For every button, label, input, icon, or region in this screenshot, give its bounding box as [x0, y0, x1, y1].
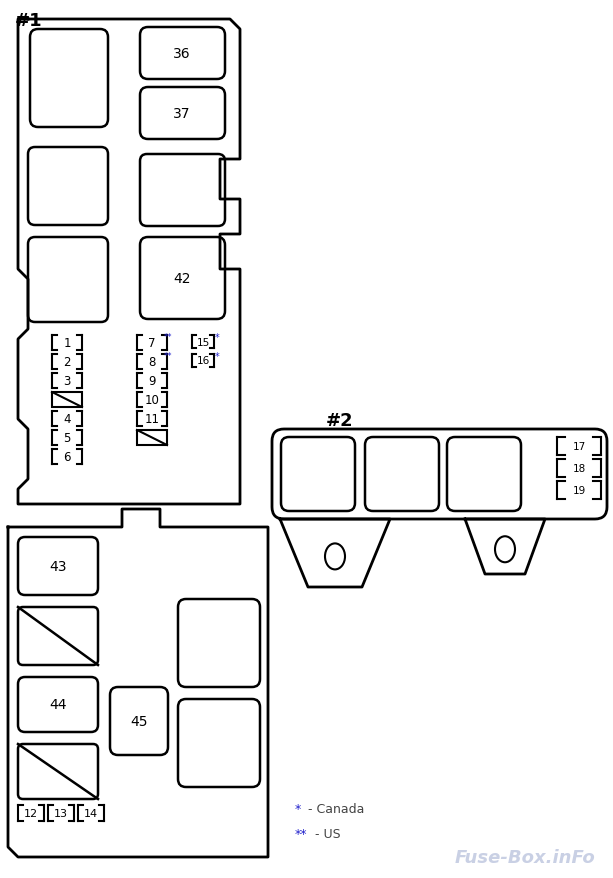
FancyBboxPatch shape — [18, 608, 98, 666]
Bar — [52, 392, 82, 407]
FancyBboxPatch shape — [140, 88, 225, 140]
FancyBboxPatch shape — [178, 600, 260, 687]
Text: 8: 8 — [148, 356, 156, 369]
Text: 14: 14 — [84, 808, 98, 818]
FancyBboxPatch shape — [18, 677, 98, 732]
Text: 15: 15 — [196, 337, 210, 347]
Text: 10: 10 — [145, 393, 159, 407]
Text: 18: 18 — [573, 464, 585, 473]
Ellipse shape — [325, 543, 345, 570]
FancyBboxPatch shape — [18, 537, 98, 595]
Text: 19: 19 — [573, 486, 585, 495]
FancyBboxPatch shape — [447, 437, 521, 511]
Text: #1: #1 — [15, 12, 43, 30]
Text: 4: 4 — [63, 413, 70, 426]
Text: 16: 16 — [196, 356, 210, 366]
Text: 2: 2 — [63, 356, 70, 369]
Text: 17: 17 — [573, 442, 585, 451]
Text: 5: 5 — [63, 431, 70, 444]
FancyBboxPatch shape — [140, 28, 225, 80]
FancyBboxPatch shape — [28, 148, 108, 226]
FancyBboxPatch shape — [140, 238, 225, 320]
Text: **: ** — [164, 333, 172, 342]
Text: 12: 12 — [24, 808, 38, 818]
Text: 9: 9 — [148, 375, 156, 387]
Ellipse shape — [495, 536, 515, 563]
Text: 7: 7 — [148, 336, 156, 349]
Text: 43: 43 — [49, 559, 67, 573]
Text: *: * — [295, 802, 301, 816]
Text: 42: 42 — [173, 271, 191, 285]
Text: #2: #2 — [326, 412, 354, 429]
Text: 13: 13 — [54, 808, 68, 818]
FancyBboxPatch shape — [18, 745, 98, 799]
Text: - US: - US — [315, 828, 341, 840]
Bar — [137, 430, 167, 445]
Text: *: * — [215, 333, 219, 342]
FancyBboxPatch shape — [178, 699, 260, 787]
Text: 1: 1 — [63, 336, 70, 349]
FancyBboxPatch shape — [281, 437, 355, 511]
FancyBboxPatch shape — [30, 30, 108, 128]
Text: 45: 45 — [130, 714, 148, 728]
Text: 11: 11 — [145, 413, 159, 426]
Text: **: ** — [295, 828, 308, 840]
Text: 6: 6 — [63, 450, 70, 464]
Text: *: * — [215, 351, 219, 362]
Text: **: ** — [164, 351, 172, 361]
Text: 36: 36 — [173, 47, 191, 61]
FancyBboxPatch shape — [110, 687, 168, 755]
Text: Fuse-Box.inFo: Fuse-Box.inFo — [454, 848, 595, 866]
Text: - Canada: - Canada — [308, 802, 364, 816]
FancyBboxPatch shape — [140, 155, 225, 227]
FancyBboxPatch shape — [28, 238, 108, 322]
Text: 3: 3 — [63, 375, 70, 387]
FancyBboxPatch shape — [365, 437, 439, 511]
FancyBboxPatch shape — [272, 429, 607, 520]
Text: 44: 44 — [49, 697, 67, 711]
Text: 37: 37 — [173, 107, 191, 121]
